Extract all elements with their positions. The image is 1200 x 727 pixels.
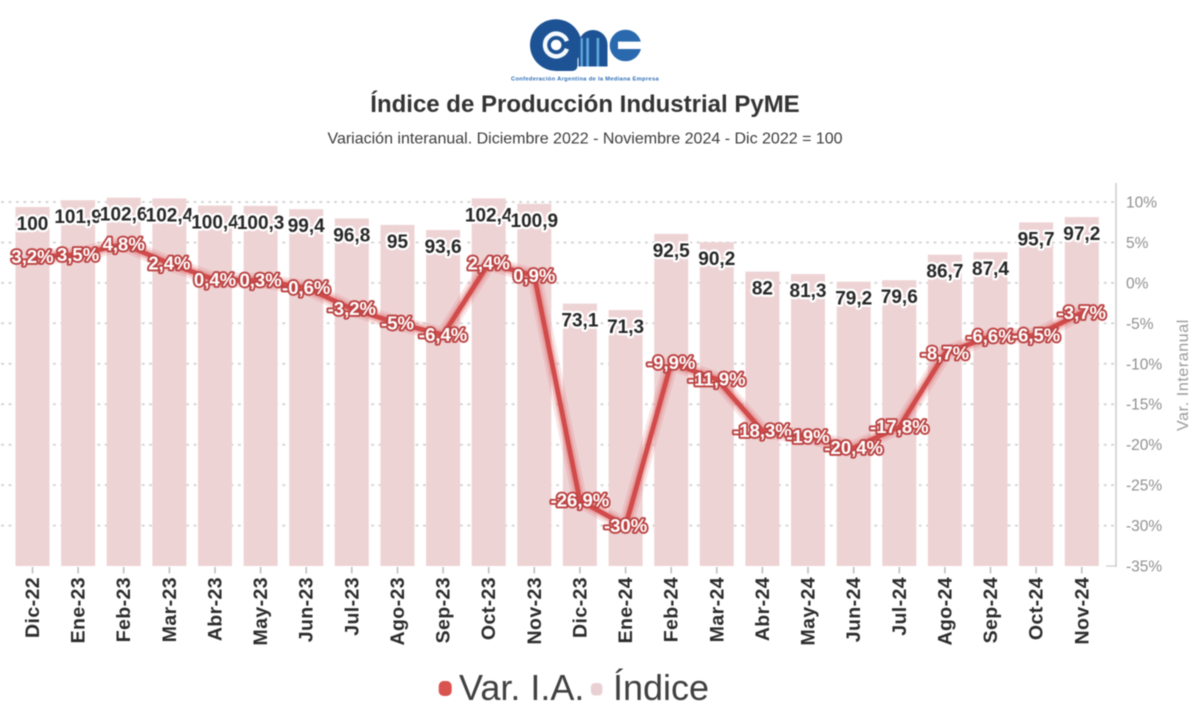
svg-text:79,6: 79,6 bbox=[881, 287, 918, 308]
svg-text:99,4: 99,4 bbox=[288, 216, 325, 237]
svg-text:-30%: -30% bbox=[1126, 518, 1162, 535]
svg-text:2,4%: 2,4% bbox=[468, 253, 510, 274]
svg-text:-8,7%: -8,7% bbox=[921, 343, 969, 364]
svg-text:-5%: -5% bbox=[381, 313, 414, 334]
svg-text:Mar-23: Mar-23 bbox=[159, 577, 181, 642]
svg-text:-17,8%: -17,8% bbox=[870, 416, 929, 437]
svg-text:Ago-24: Ago-24 bbox=[934, 577, 956, 646]
svg-text:Var. I.A.: Var. I.A. bbox=[459, 667, 584, 708]
svg-text:-19%: -19% bbox=[786, 426, 829, 447]
svg-text:100,3: 100,3 bbox=[237, 213, 285, 234]
svg-text:102,6: 102,6 bbox=[100, 205, 148, 226]
svg-text:Abr-23: Abr-23 bbox=[205, 577, 227, 641]
svg-text:0,4%: 0,4% bbox=[194, 269, 236, 290]
svg-text:102,4: 102,4 bbox=[465, 205, 513, 226]
svg-text:Sep-24: Sep-24 bbox=[980, 577, 1002, 643]
svg-text:100,9: 100,9 bbox=[511, 211, 559, 232]
svg-text:Mar-24: Mar-24 bbox=[706, 577, 728, 642]
svg-text:0,9%: 0,9% bbox=[513, 265, 555, 286]
svg-text:-6,5%: -6,5% bbox=[1012, 325, 1060, 346]
svg-text:73,1: 73,1 bbox=[561, 311, 598, 332]
svg-text:71,3: 71,3 bbox=[607, 317, 644, 338]
svg-text:-5%: -5% bbox=[1126, 316, 1154, 333]
svg-text:96,8: 96,8 bbox=[333, 226, 370, 247]
svg-text:0%: 0% bbox=[1126, 275, 1149, 292]
svg-text:-11,9%: -11,9% bbox=[688, 368, 746, 389]
svg-text:97,2: 97,2 bbox=[1063, 224, 1100, 245]
svg-text:Oct-24: Oct-24 bbox=[1026, 577, 1048, 640]
svg-text:Confederación Argentina de la: Confederación Argentina de la Mediana Em… bbox=[511, 77, 660, 83]
svg-text:-6,4%: -6,4% bbox=[419, 324, 467, 345]
svg-text:93,6: 93,6 bbox=[425, 237, 462, 258]
svg-text:May-23: May-23 bbox=[250, 577, 272, 646]
svg-text:95: 95 bbox=[387, 232, 409, 253]
svg-text:Jun-23: Jun-23 bbox=[296, 577, 318, 642]
svg-text:3,2%: 3,2% bbox=[11, 246, 53, 267]
svg-text:Sep-23: Sep-23 bbox=[433, 577, 455, 643]
svg-text:92,5: 92,5 bbox=[653, 241, 690, 262]
svg-text:Jul-24: Jul-24 bbox=[889, 577, 911, 636]
svg-text:Ene-23: Ene-23 bbox=[68, 577, 90, 643]
svg-text:-18,3%: -18,3% bbox=[733, 420, 792, 441]
svg-text:5%: 5% bbox=[1126, 235, 1149, 252]
svg-text:-26,9%: -26,9% bbox=[551, 490, 610, 511]
svg-text:Dic-22: Dic-22 bbox=[22, 577, 44, 638]
svg-text:-3,2%: -3,2% bbox=[328, 298, 376, 319]
svg-text:-25%: -25% bbox=[1126, 478, 1162, 495]
svg-text:-30%: -30% bbox=[604, 515, 647, 536]
svg-text:Jun-24: Jun-24 bbox=[843, 577, 865, 642]
svg-text:87,4: 87,4 bbox=[972, 259, 1009, 280]
svg-text:-20,4%: -20,4% bbox=[824, 437, 883, 458]
svg-text:90,2: 90,2 bbox=[698, 249, 735, 270]
svg-text:0,3%: 0,3% bbox=[240, 270, 282, 291]
svg-text:100: 100 bbox=[17, 214, 49, 235]
svg-text:2,4%: 2,4% bbox=[148, 253, 190, 274]
svg-text:May-24: May-24 bbox=[798, 577, 820, 646]
svg-text:Ene-24: Ene-24 bbox=[615, 577, 637, 643]
svg-text:Índice: Índice bbox=[613, 667, 709, 708]
svg-text:10%: 10% bbox=[1126, 195, 1157, 212]
svg-text:Feb-23: Feb-23 bbox=[113, 577, 135, 642]
svg-text:3,5%: 3,5% bbox=[57, 244, 99, 265]
svg-text:Nov-24: Nov-24 bbox=[1071, 577, 1093, 644]
svg-text:4,8%: 4,8% bbox=[103, 233, 145, 254]
svg-text:Nov-23: Nov-23 bbox=[524, 577, 546, 644]
svg-text:Jul-23: Jul-23 bbox=[341, 577, 363, 636]
svg-text:Variación interanual. Diciembr: Variación interanual. Diciembre 2022 - N… bbox=[327, 131, 842, 148]
svg-text:-3,7%: -3,7% bbox=[1058, 302, 1106, 323]
svg-text:Ago-23: Ago-23 bbox=[387, 577, 409, 646]
svg-text:Oct-23: Oct-23 bbox=[478, 577, 500, 640]
svg-text:82: 82 bbox=[752, 279, 773, 300]
svg-text:-15%: -15% bbox=[1126, 397, 1162, 414]
svg-text:79,2: 79,2 bbox=[835, 289, 872, 310]
svg-text:81,3: 81,3 bbox=[790, 281, 827, 302]
svg-text:-20%: -20% bbox=[1126, 437, 1162, 454]
svg-text:Var. Interanual: Var. Interanual bbox=[1175, 319, 1192, 431]
svg-text:100,4: 100,4 bbox=[191, 213, 239, 234]
svg-text:-10%: -10% bbox=[1126, 356, 1162, 373]
svg-text:-9,9%: -9,9% bbox=[647, 352, 695, 373]
svg-text:102,4: 102,4 bbox=[146, 205, 194, 226]
svg-text:Feb-24: Feb-24 bbox=[661, 577, 683, 642]
svg-text:-35%: -35% bbox=[1126, 559, 1162, 576]
svg-text:Dic-23: Dic-23 bbox=[569, 577, 591, 638]
svg-text:-0,6%: -0,6% bbox=[282, 277, 330, 298]
svg-text:-6,6%: -6,6% bbox=[966, 326, 1014, 347]
svg-text:Índice de Producción Industria: Índice de Producción Industrial PyME bbox=[370, 90, 799, 118]
svg-text:Abr-24: Abr-24 bbox=[752, 577, 774, 641]
svg-text:86,7: 86,7 bbox=[926, 262, 963, 283]
svg-text:101,9: 101,9 bbox=[54, 207, 102, 228]
svg-text:95,7: 95,7 bbox=[1018, 229, 1055, 250]
